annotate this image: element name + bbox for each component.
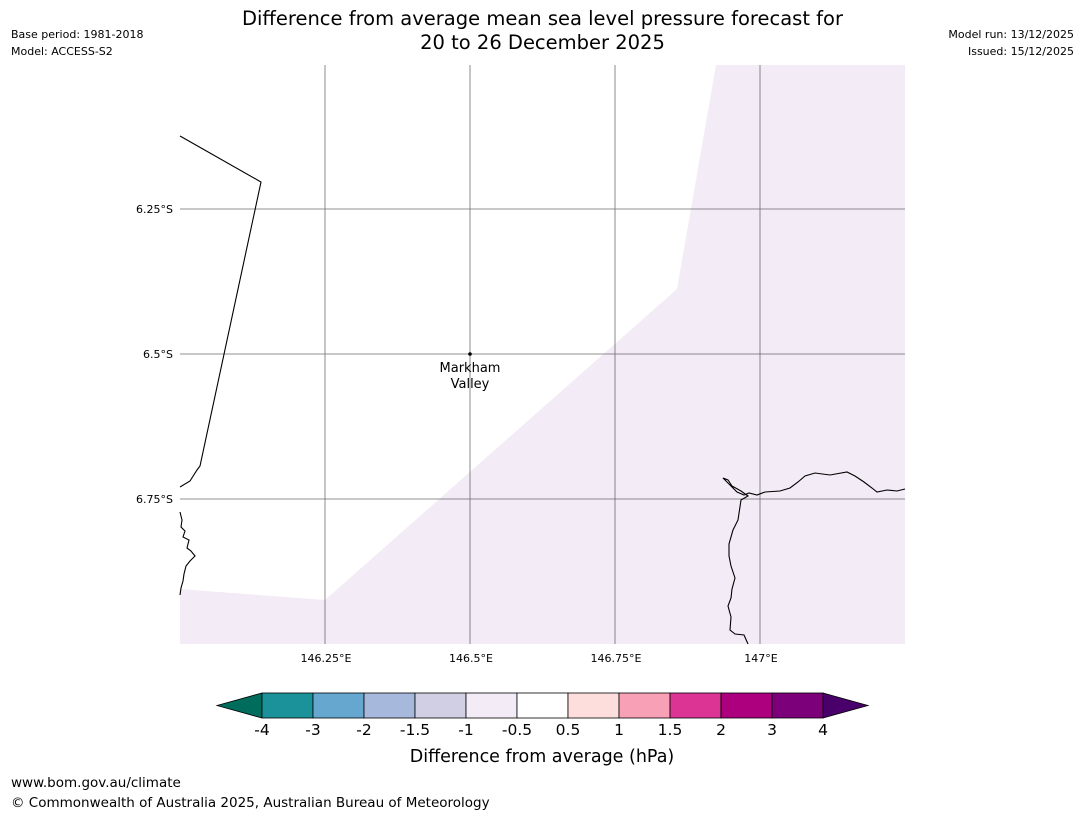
page-title: Difference from average mean sea level p… (0, 7, 1085, 55)
colorbar-tick-label: 2 (716, 721, 726, 739)
colorbar-swatch (363, 692, 416, 719)
title-line-1: Difference from average mean sea level p… (242, 7, 843, 30)
colorbar-under-arrow (215, 692, 263, 719)
colorbar-tick-label: 1 (614, 721, 624, 739)
footer-url: www.bom.gov.au/climate (11, 775, 181, 791)
map-area: Markham Valley (179, 65, 906, 645)
colorbar-tick-label: -1.5 (400, 721, 430, 739)
shaded-anomaly-region (180, 65, 905, 644)
meta-right: Model run: 13/12/2025 Issued: 15/12/2025 (948, 26, 1074, 60)
colorbar-tick-label: -0.5 (502, 721, 532, 739)
colorbar-swatch (516, 692, 569, 719)
lon-tick-label: 147°E (744, 652, 777, 665)
colorbar-swatch (312, 692, 365, 719)
colorbar-over-arrow (822, 692, 870, 719)
coastline-southwest (179, 511, 196, 596)
location-label-line1: Markham (440, 361, 501, 376)
colorbar-tick-label: -3 (305, 721, 320, 739)
lat-tick-label: 6.75°S (136, 493, 173, 506)
colorbar-tick-label: 3 (767, 721, 777, 739)
colorbar-swatch (669, 692, 722, 719)
colorbar-tick-label: 0.5 (556, 721, 581, 739)
lat-tick-label: 6.5°S (143, 348, 173, 361)
colorbar-tick-label: -1 (458, 721, 473, 739)
base-period: Base period: 1981-2018 (11, 28, 144, 41)
lon-tick-labels: 146.25°E 146.5°E 146.75°E 147°E (301, 652, 778, 665)
colorbar-swatch (261, 692, 314, 719)
title-line-2: 20 to 26 December 2025 (420, 31, 665, 54)
colorbar-tick-label: -2 (356, 721, 371, 739)
colorbar-tick-label: 1.5 (658, 721, 683, 739)
colorbar-swatch (771, 692, 824, 719)
location-marker (468, 352, 472, 356)
coastline-southeast (722, 471, 906, 645)
lon-tick-label: 146.5°E (449, 652, 493, 665)
lat-tick-label: 6.25°S (136, 203, 173, 216)
colorbar-swatch (720, 692, 773, 719)
colorbar-tick-label: 4 (818, 721, 828, 739)
boundary-line-west (179, 135, 262, 488)
lon-tick-label: 146.25°E (301, 652, 352, 665)
colorbar-title: Difference from average (hPa) (410, 747, 675, 767)
colorbar-swatch (618, 692, 671, 719)
issued-date: Issued: 15/12/2025 (967, 45, 1074, 58)
lat-tick-labels: 6.25°S 6.5°S 6.75°S (136, 203, 173, 506)
gridlines (180, 65, 905, 644)
colorbar-swatch (465, 692, 518, 719)
colorbar-swatch (414, 692, 467, 719)
colorbar: -4 -3 -2 -1.5 -1 -0.5 0.5 1 1.5 2 3 4 Difference fr… (215, 692, 870, 767)
location-label-line2: Valley (451, 377, 490, 392)
lon-tick-label: 146.75°E (591, 652, 642, 665)
meta-left: Base period: 1981-2018 Model: ACCESS-S2 (11, 26, 143, 60)
coastlines (179, 135, 906, 645)
colorbar-swatch (567, 692, 620, 719)
model-name: Model: ACCESS-S2 (11, 45, 113, 58)
colorbar-tick-label: -4 (254, 721, 269, 739)
model-run: Model run: 13/12/2025 (948, 28, 1074, 41)
footer-copyright: © Commonwealth of Australia 2025, Austra… (11, 795, 490, 811)
